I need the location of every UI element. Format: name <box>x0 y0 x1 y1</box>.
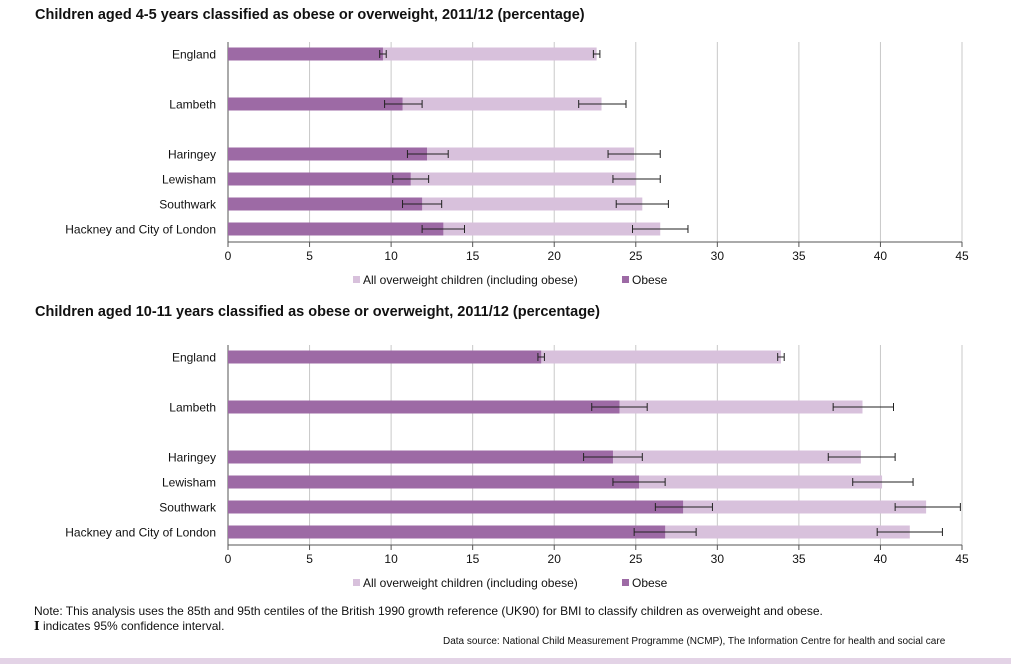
x-tick-label: 25 <box>629 249 643 263</box>
legend-swatch-obese <box>622 276 629 283</box>
category-label: Hackney and City of London <box>65 223 216 237</box>
data-source: Data source: National Child Measurement … <box>443 636 946 647</box>
bottom-band <box>0 658 1011 664</box>
category-label: Southwark <box>159 501 217 515</box>
note-text: Note: This analysis uses the 85th and 95… <box>34 604 823 618</box>
ci-glyph: I <box>34 619 40 633</box>
x-tick-label: 35 <box>792 552 806 566</box>
legend-swatch-overweight <box>353 579 360 586</box>
bar-obese <box>228 450 613 464</box>
bar-obese <box>228 97 403 111</box>
bar-obese <box>228 500 684 514</box>
bar-obese <box>228 172 411 186</box>
category-label: Southwark <box>159 198 217 212</box>
x-tick-label: 25 <box>629 552 643 566</box>
bar-obese <box>228 197 423 211</box>
x-tick-label: 5 <box>306 249 313 263</box>
x-tick-label: 40 <box>874 552 888 566</box>
legend-label-obese: Obese <box>632 576 668 590</box>
footnote: Note: This analysis uses the 85th and 95… <box>34 604 974 634</box>
x-tick-label: 0 <box>225 552 232 566</box>
ci-note: I indicates 95% confidence interval. <box>34 619 974 634</box>
legend-label-overweight: All overweight children (including obese… <box>363 576 578 590</box>
category-label: Lambeth <box>169 98 216 112</box>
category-label: Hackney and City of London <box>65 526 216 540</box>
bar-obese <box>228 222 444 236</box>
category-label: Lewisham <box>162 173 216 187</box>
x-tick-label: 45 <box>955 552 969 566</box>
x-tick-label: 35 <box>792 249 806 263</box>
x-tick-label: 15 <box>466 552 480 566</box>
chart-title-4-5: Children aged 4-5 years classified as ob… <box>35 7 585 23</box>
x-tick-label: 30 <box>711 552 725 566</box>
chart-title-10-11: Children aged 10-11 years classified as … <box>35 304 600 320</box>
x-tick-label: 45 <box>955 249 969 263</box>
x-tick-label: 10 <box>384 552 398 566</box>
legend-swatch-overweight <box>353 276 360 283</box>
legend-label-overweight: All overweight children (including obese… <box>363 273 578 287</box>
category-label: England <box>172 351 216 365</box>
x-tick-label: 10 <box>384 249 398 263</box>
bar-obese <box>228 350 542 364</box>
category-label: Lambeth <box>169 401 216 415</box>
bar-obese <box>228 525 666 539</box>
category-label: Lewisham <box>162 476 216 490</box>
bar-obese <box>228 147 427 161</box>
bar-obese <box>228 47 383 61</box>
bar-obese <box>228 400 620 414</box>
ci-note-text: indicates 95% confidence interval. <box>39 619 225 633</box>
legend-label-obese: Obese <box>632 273 668 287</box>
x-tick-label: 20 <box>548 552 562 566</box>
x-tick-label: 15 <box>466 249 480 263</box>
category-label: Haringey <box>168 451 216 465</box>
x-tick-label: 40 <box>874 249 888 263</box>
chart-4-5-years: 0 5 10 15 20 25 30 35 40 45 England Lambeth Haringey… <box>65 42 969 287</box>
bar-obese <box>228 475 640 489</box>
chart-10-11-years: 0 5 10 15 20 25 30 35 40 45 England Lambeth Haringey… <box>65 345 969 590</box>
category-label: Haringey <box>168 148 216 162</box>
x-tick-label: 5 <box>306 552 313 566</box>
legend-swatch-obese <box>622 579 629 586</box>
x-tick-label: 30 <box>711 249 725 263</box>
category-label: England <box>172 48 216 62</box>
x-tick-label: 20 <box>548 249 562 263</box>
x-tick-label: 0 <box>225 249 232 263</box>
